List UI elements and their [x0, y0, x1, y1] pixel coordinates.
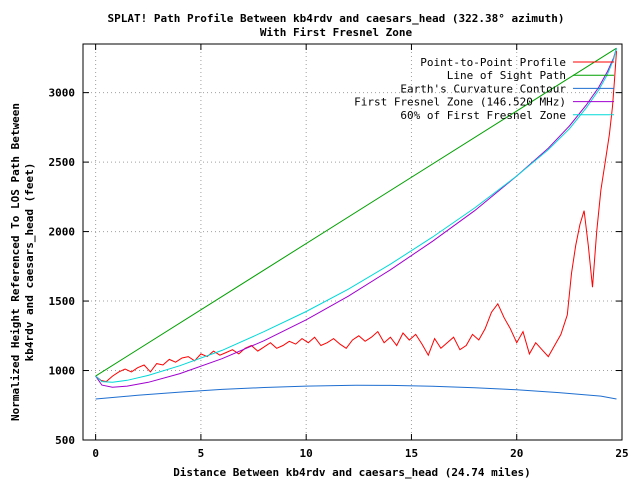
x-tick-label: 0	[92, 447, 99, 460]
series-line-earth-s-curvature-contour	[95, 384, 617, 400]
x-axis-label: Distance Between kb4rdv and caesars_head…	[173, 466, 531, 479]
x-tick-label: 5	[198, 447, 205, 460]
legend-label: 60% of First Fresnel Zone	[400, 109, 566, 122]
axis-ticks: 0 5 10 15 20 25 500 1000 1500 2000 2500 3000	[49, 44, 629, 460]
plot-border	[82, 43, 623, 441]
y-tick-label: 1000	[49, 365, 76, 378]
series-line-first-fresnel-zone-146-520-mhz	[95, 48, 617, 388]
plot-area	[95, 47, 617, 400]
series-line-60-of-first-fresnel-zone	[95, 48, 617, 383]
x-tick-label: 25	[615, 447, 628, 460]
y-tick-label: 2000	[49, 226, 76, 239]
y-axis-label-line2: kb4rdv and caesars_head (feet)	[23, 163, 36, 362]
series-line-point-to-point-profile	[95, 50, 617, 383]
series-line-line-of-sight-path	[95, 47, 617, 377]
y-tick-label: 500	[55, 434, 75, 447]
legend-label: Line of Sight Path	[447, 69, 566, 82]
chart-title: SPLAT! Path Profile Between kb4rdv and c…	[108, 12, 565, 25]
legend-label: Point-to-Point Profile	[420, 56, 566, 69]
y-tick-label: 3000	[49, 87, 76, 100]
y-tick-label: 1500	[49, 295, 76, 308]
legend-label: First Fresnel Zone (146.520 MHz)	[354, 96, 566, 109]
x-tick-label: 10	[300, 447, 313, 460]
x-tick-label: 15	[405, 447, 418, 460]
legend-label: Earth's Curvature Contour	[400, 82, 566, 95]
chart-subtitle: With First Fresnel Zone	[260, 26, 413, 39]
y-tick-label: 2500	[49, 156, 76, 169]
y-axis-label-line1: Normalized Height Referenced To LOS Path…	[9, 103, 22, 421]
x-tick-label: 20	[510, 447, 523, 460]
